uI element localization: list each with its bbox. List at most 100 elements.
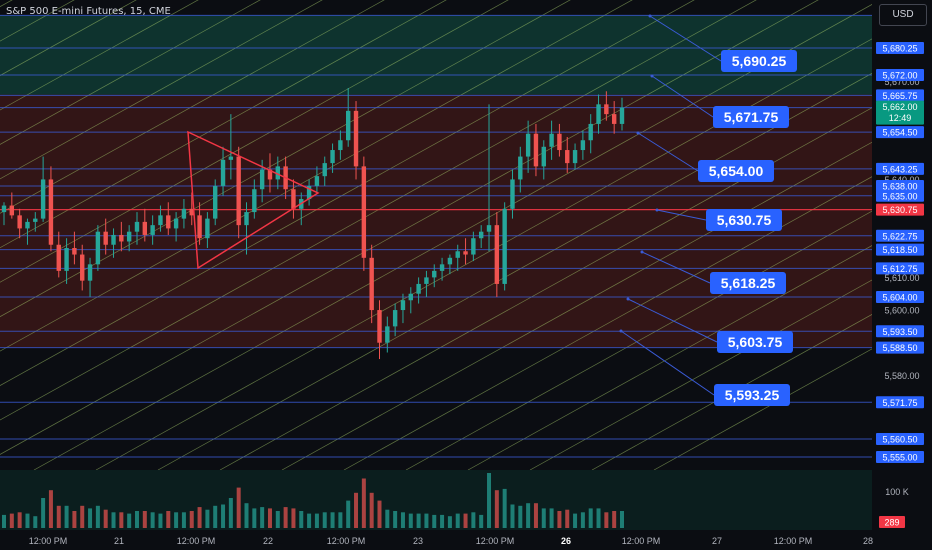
price-tag-label: 5,622.75 [882, 231, 917, 241]
volume-bar [260, 507, 265, 528]
time-tick-label: 22 [263, 536, 273, 546]
candle-body [87, 264, 93, 281]
callout-box [698, 160, 774, 182]
price-tag-label: 5,560.50 [882, 435, 917, 445]
candle-body [95, 231, 101, 265]
volume-bar [565, 509, 570, 528]
price-tag-label: 5,604.00 [882, 292, 917, 302]
channel-line [0, 0, 137, 76]
channel-line [653, 348, 872, 470]
volume-bar [338, 512, 343, 528]
candle-body [213, 185, 218, 219]
price-tag-box [876, 341, 924, 354]
candle-body [40, 179, 46, 219]
price-tick-label: 5,580.00 [884, 371, 919, 381]
price-tag-label: 5,643.25 [882, 164, 917, 174]
candle-body [549, 133, 554, 147]
volume-bar [612, 511, 617, 528]
volume-bar [354, 492, 359, 528]
candle-body [580, 140, 586, 151]
candle-body [259, 169, 265, 190]
time-tick-label: 12:00 PM [327, 536, 366, 546]
volume-bar [283, 507, 288, 528]
last-price-box [876, 100, 924, 125]
volume-bar [213, 505, 218, 528]
candle-body [604, 104, 609, 115]
last-price-countdown: 12:49 [889, 113, 912, 123]
candle-body [424, 277, 429, 284]
candle-body [150, 225, 155, 235]
candle-body [338, 140, 343, 151]
price-tag-box [876, 42, 924, 54]
volume-bar [533, 503, 538, 528]
volume-bar [80, 505, 85, 528]
time-tick-label: 23 [413, 536, 423, 546]
volume-bar [174, 512, 179, 528]
candle-body [189, 208, 194, 216]
candlestick-series [1, 88, 625, 360]
price-tag-box [876, 243, 924, 256]
volume-bar [400, 512, 405, 528]
volume-last-box [879, 516, 905, 528]
price-tag-box [876, 451, 924, 463]
price-tag-label: 5,654.50 [882, 128, 917, 138]
callout-connector [627, 298, 718, 343]
candle-body [346, 110, 351, 141]
candle-body [181, 208, 187, 219]
candle-body [518, 156, 523, 180]
volume-bar [244, 503, 249, 528]
price-tag-label: 5,593.50 [882, 327, 917, 337]
volume-bar [275, 511, 280, 528]
candle-body [228, 156, 234, 160]
price-axis[interactable]: 5,580.00 5,600.00 5,610.00 5,640.00 5,670.00… [872, 0, 932, 550]
candle-body [541, 146, 546, 167]
volume-bar [620, 511, 624, 528]
channel-line [219, 107, 872, 470]
volume-bar [25, 513, 30, 528]
candle-body [158, 215, 163, 226]
volume-bar [549, 508, 554, 528]
volume-bar [541, 508, 546, 528]
volume-bar [432, 514, 437, 528]
triangle-drawing[interactable] [187, 130, 320, 270]
callout-label: 5,593.25 [725, 387, 780, 403]
last-price-label: 5,662.00 [882, 102, 917, 112]
candle-body [510, 179, 515, 209]
candle-body [17, 215, 22, 229]
volume-bar [166, 511, 171, 528]
time-tick-label: 12:00 PM [476, 536, 515, 546]
candle-body [126, 231, 132, 242]
candle-body [56, 244, 61, 271]
volume-bar [64, 505, 69, 528]
callout-connector [649, 15, 722, 62]
volume-pane [0, 470, 872, 530]
volume-bar [447, 516, 452, 528]
channel-line [157, 72, 872, 470]
candle-body [416, 283, 421, 294]
candle-body [455, 251, 460, 258]
price-tag-label: 5,680.25 [882, 44, 917, 54]
candle-body [244, 212, 249, 226]
time-tick-label: 12:00 PM [622, 536, 661, 546]
currency-button[interactable]: USD [879, 4, 927, 26]
candle-body [220, 159, 226, 186]
callout-connector [651, 75, 714, 118]
volume-bar [48, 490, 53, 528]
candle-body [572, 150, 578, 164]
callout-connector [637, 132, 699, 172]
volume-bar [487, 473, 492, 528]
price-tick-label: 5,670.00 [884, 77, 919, 87]
candle-body [486, 225, 492, 232]
volume-bar [377, 500, 382, 528]
callout-box [710, 272, 786, 294]
candle-body [596, 104, 601, 124]
volume-bar [330, 512, 335, 528]
volume-bar [197, 507, 202, 528]
price-tag-label: 5,571.75 [882, 398, 917, 408]
volume-bar [9, 513, 14, 528]
volume-bar [588, 508, 593, 528]
time-axis[interactable]: 12:00 PM 21 12:00 PM 22 12:00 PM 23 12:00 PM 26… [0, 530, 873, 550]
price-callouts[interactable]: 5,690.25 5,671.75 5,654.00 5,630.75 5,618.25… [698, 50, 797, 406]
callout-connector [620, 330, 715, 396]
